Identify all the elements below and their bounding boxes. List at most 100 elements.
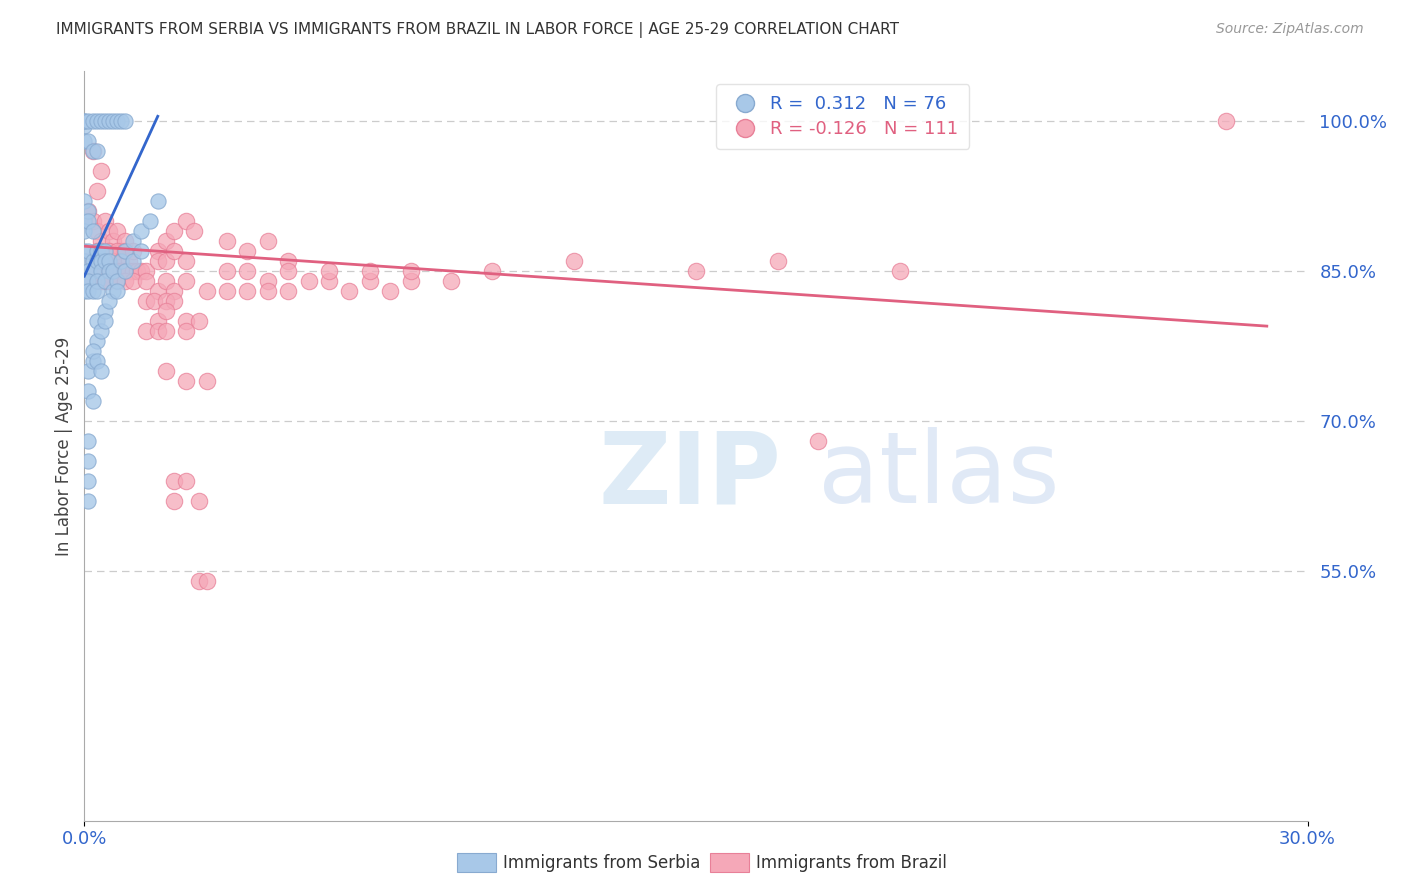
Point — [105, 264, 128, 278]
Point — [90, 244, 112, 259]
Point — [101, 264, 124, 278]
Point — [380, 284, 402, 298]
Point — [90, 114, 112, 128]
Point — [155, 304, 177, 318]
Point — [86, 354, 108, 368]
Point — [114, 264, 136, 278]
Point — [146, 194, 169, 209]
Point — [155, 324, 177, 338]
Point — [163, 284, 186, 298]
Point — [73, 284, 96, 298]
Point — [82, 394, 104, 409]
Text: Immigrants from Serbia: Immigrants from Serbia — [503, 854, 700, 871]
Point — [236, 284, 259, 298]
Point — [82, 145, 104, 159]
Point — [90, 264, 112, 278]
Point — [155, 234, 177, 248]
Point — [174, 254, 197, 268]
Point — [122, 264, 145, 278]
Point — [257, 234, 280, 248]
Point — [77, 254, 100, 268]
Point — [101, 284, 124, 298]
Point — [90, 254, 112, 268]
Point — [399, 264, 422, 278]
Point — [86, 114, 108, 128]
Point — [73, 254, 96, 268]
Point — [146, 254, 169, 268]
Point — [110, 114, 132, 128]
Point — [562, 254, 585, 268]
Point — [257, 284, 280, 298]
Point — [318, 274, 340, 288]
Point — [86, 244, 108, 259]
Point — [359, 264, 381, 278]
Point — [766, 254, 789, 268]
Point — [146, 244, 169, 259]
Point — [77, 474, 100, 488]
Point — [86, 274, 108, 288]
Point — [82, 254, 104, 268]
Point — [77, 114, 100, 128]
Point — [114, 264, 136, 278]
Point — [131, 244, 153, 259]
Point — [339, 284, 361, 298]
Point — [97, 224, 120, 238]
Point — [114, 114, 136, 128]
Point — [163, 244, 186, 259]
Point — [101, 234, 124, 248]
Point — [217, 284, 239, 298]
Point — [82, 354, 104, 368]
Point — [277, 264, 299, 278]
Text: Source: ZipAtlas.com: Source: ZipAtlas.com — [1216, 22, 1364, 37]
Point — [114, 244, 136, 259]
Point — [298, 274, 321, 288]
Point — [138, 214, 160, 228]
Point — [77, 284, 100, 298]
Point — [163, 494, 186, 508]
Point — [277, 254, 299, 268]
Point — [73, 214, 96, 228]
Point — [77, 434, 100, 448]
Point — [122, 234, 145, 248]
Point — [187, 314, 209, 328]
Point — [110, 254, 132, 268]
Point — [86, 334, 108, 348]
Point — [93, 114, 115, 128]
Text: ZIP: ZIP — [598, 427, 780, 524]
Point — [77, 264, 100, 278]
Point — [77, 494, 100, 508]
Point — [135, 324, 157, 338]
Point — [82, 145, 104, 159]
Point — [93, 264, 115, 278]
Point — [187, 494, 209, 508]
Legend: R =  0.312   N = 76, R = -0.126   N = 111: R = 0.312 N = 76, R = -0.126 N = 111 — [716, 84, 969, 149]
Point — [131, 224, 153, 238]
Point — [155, 294, 177, 309]
Point — [135, 274, 157, 288]
Point — [155, 364, 177, 378]
Point — [97, 264, 120, 278]
Point — [73, 134, 96, 148]
Point — [195, 374, 218, 388]
Point — [82, 274, 104, 288]
Point — [257, 274, 280, 288]
Point — [318, 264, 340, 278]
Point — [77, 274, 100, 288]
Point — [146, 324, 169, 338]
Point — [110, 254, 132, 268]
Point — [174, 374, 197, 388]
Point — [77, 274, 100, 288]
Point — [77, 364, 100, 378]
Point — [77, 134, 100, 148]
Point — [440, 274, 463, 288]
Point — [97, 254, 120, 268]
Point — [183, 224, 205, 238]
Point — [105, 274, 128, 288]
Point — [93, 214, 115, 228]
Point — [163, 224, 186, 238]
Point — [77, 204, 100, 219]
Point — [90, 244, 112, 259]
Point — [97, 294, 120, 309]
Text: Immigrants from Brazil: Immigrants from Brazil — [756, 854, 948, 871]
Point — [114, 244, 136, 259]
